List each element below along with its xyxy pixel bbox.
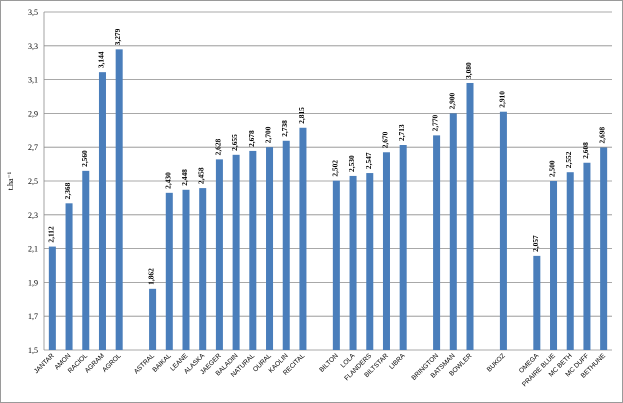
data-label: 2,448 <box>180 169 189 186</box>
x-category-label: LIBRA <box>388 352 407 371</box>
data-label: 2,678 <box>247 130 256 147</box>
bars <box>48 49 608 351</box>
y-tick-label: 1,7 <box>28 312 38 321</box>
bar <box>48 246 56 350</box>
x-category-label: AGROL <box>101 352 123 374</box>
y-tick-label: 3,1 <box>28 76 38 85</box>
bar <box>232 154 240 350</box>
bar <box>583 162 591 350</box>
y-tick-label: 1,9 <box>28 278 38 287</box>
y-tick-label: 2,1 <box>28 245 38 254</box>
bar <box>332 180 340 350</box>
bar <box>249 150 257 350</box>
data-label: 2,815 <box>297 107 306 124</box>
data-label: 2,770 <box>431 114 440 131</box>
bar <box>266 147 274 350</box>
data-label: 2,910 <box>497 91 506 108</box>
bar <box>282 140 290 350</box>
bar <box>466 82 474 350</box>
y-tick-labels: 1,5 1,7 1,9 2,1 2,3 2,5 2,7 2,9 3,1 3,3 3,5 <box>28 8 38 355</box>
data-label: 1,862 <box>147 268 156 285</box>
data-label: 2,552 <box>564 151 573 168</box>
bar <box>550 181 558 350</box>
y-tick-label: 3,5 <box>28 8 38 17</box>
data-label: 2,900 <box>447 92 456 109</box>
data-label: 3,144 <box>96 51 105 68</box>
data-labels: 2,112 2,368 2,560 3,144 3,279 1,862 2,430 2,448… <box>46 28 606 284</box>
bar <box>215 159 223 350</box>
y-axis-label: t.ha⁻¹ <box>6 171 15 190</box>
data-label: 2,713 <box>397 124 406 141</box>
bar <box>149 288 157 350</box>
y-tick-label: 2,3 <box>28 211 38 220</box>
bar <box>449 113 457 351</box>
x-category-label: ASTRAL <box>133 352 156 375</box>
bar <box>82 170 90 350</box>
data-label: 2,547 <box>364 152 373 169</box>
bar <box>366 173 374 350</box>
bar <box>115 49 123 350</box>
bar <box>98 72 106 350</box>
x-category-label: JANTAR <box>33 352 56 375</box>
bar <box>65 203 73 350</box>
x-category-label: BAIKAL <box>151 352 173 374</box>
data-label: 2,608 <box>581 142 590 159</box>
bar <box>433 135 441 350</box>
data-label: 2,670 <box>380 131 389 148</box>
y-tick-label: 1,5 <box>28 346 38 355</box>
y-tick-label: 2,7 <box>28 143 38 152</box>
data-label: 2,700 <box>264 126 273 143</box>
data-label: 2,458 <box>197 167 206 184</box>
data-label: 2,655 <box>230 134 239 151</box>
data-label: 2,698 <box>598 127 607 144</box>
data-label: 2,530 <box>347 155 356 172</box>
data-label: 2,502 <box>330 160 339 177</box>
x-category-label: BUKOZ <box>486 352 507 373</box>
bar <box>165 192 173 350</box>
data-label: 3,279 <box>113 28 122 45</box>
bar <box>499 111 507 351</box>
bar <box>199 188 207 350</box>
data-label: 3,080 <box>464 62 473 79</box>
data-label: 2,628 <box>213 138 222 155</box>
bar <box>533 255 541 350</box>
bar <box>566 172 574 350</box>
bar <box>182 189 190 350</box>
data-label: 2,500 <box>548 160 557 177</box>
data-label: 2,057 <box>531 235 540 252</box>
data-label: 2,430 <box>163 172 172 189</box>
y-tick-label: 3,3 <box>28 42 38 51</box>
bar <box>299 127 307 350</box>
data-label: 2,112 <box>46 226 55 243</box>
data-label: 2,368 <box>63 182 72 199</box>
data-label: 2,560 <box>80 150 89 167</box>
gridlines <box>44 11 612 351</box>
bar <box>382 152 390 350</box>
x-category-label: BILTON <box>318 352 340 374</box>
bar <box>399 145 407 350</box>
y-tick-label: 2,9 <box>28 109 38 118</box>
data-label: 2,738 <box>280 120 289 137</box>
bar <box>600 147 608 350</box>
y-tick-label: 2,5 <box>28 177 38 186</box>
bar <box>349 175 357 350</box>
